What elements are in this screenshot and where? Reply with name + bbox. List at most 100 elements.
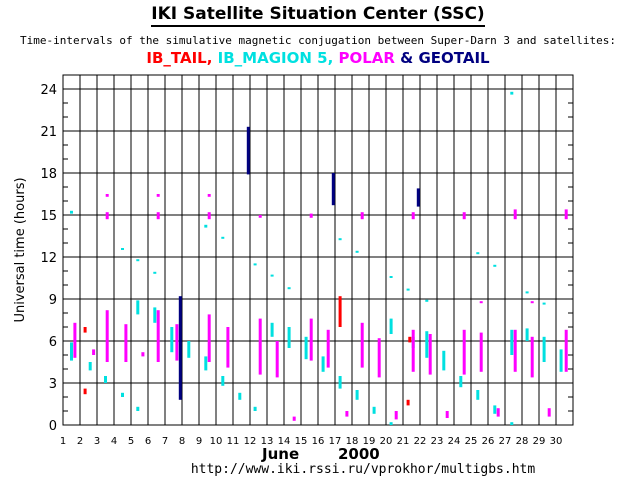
x-tick-label: 20 [380, 436, 393, 447]
x-tick-label: 1 [60, 436, 66, 447]
y-axis-label: Universal time (hours) [13, 177, 28, 322]
interval-polar [156, 212, 160, 220]
interval-ib-magion-5 [270, 274, 274, 277]
interval-polar [207, 212, 211, 220]
interval-ib-magion-5 [121, 248, 124, 250]
interval-ib-magion-5 [153, 271, 157, 274]
interval-ib-magion-5 [70, 342, 73, 361]
interval-ib-magion-5 [70, 210, 73, 214]
interval-ib-magion-5 [136, 406, 140, 411]
interval-ib-magion-5 [493, 264, 497, 267]
x-tick-label: 21 [397, 436, 410, 447]
interval-ib-magion-5 [542, 302, 546, 305]
y-tick-label: 0 [49, 419, 57, 434]
legend-ib-tail: IB_TAIL [146, 49, 207, 67]
interval-polar [73, 322, 77, 358]
x-tick-label: 17 [329, 436, 342, 447]
y-tick-label: 12 [40, 251, 57, 266]
interval-polar [496, 408, 500, 417]
interval-ib-magion-5 [442, 350, 446, 371]
chart-subtitle: Time-intervals of the simulative magneti… [19, 34, 617, 47]
x-tick-label: 19 [363, 436, 376, 447]
legend-polar: POLAR [338, 49, 395, 67]
x-tick-label: 9 [196, 436, 202, 447]
interval-polar [360, 212, 364, 220]
interval-ib-tail [406, 399, 410, 406]
interval-ib-magion-5 [338, 376, 342, 389]
interval-ib-magion-5 [270, 322, 274, 337]
interval-ib-magion-5 [170, 327, 174, 353]
interval-ib-magion-5 [238, 392, 242, 400]
interval-polar [156, 310, 160, 362]
interval-polar [226, 327, 230, 368]
x-tick-label: 30 [550, 436, 563, 447]
interval-ib-tail [408, 336, 412, 343]
interval-polar [92, 349, 96, 355]
interval-ib-magion-5 [88, 362, 92, 371]
interval-ib-magion-5 [121, 392, 124, 397]
x-tick-label: 2 [77, 436, 83, 447]
interval-ib-magion-5 [559, 349, 563, 372]
source-url: http://www.iki.rssi.ru/vprokhor/multigbs… [190, 462, 536, 477]
interval-ib-magion-5 [221, 376, 225, 386]
x-tick-label: 18 [346, 436, 359, 447]
interval-geotail [178, 296, 182, 400]
interval-ib-magion-5 [476, 390, 480, 400]
interval-ib-tail [338, 296, 342, 327]
interval-ib-magion-5 [510, 329, 514, 355]
interval-ib-magion-5 [510, 91, 514, 95]
x-tick-label: 5 [128, 436, 134, 447]
legend-separator: , [327, 49, 339, 67]
interval-polar [141, 352, 145, 357]
interval-polar [377, 338, 381, 378]
x-tick-label: 11 [227, 436, 240, 447]
x-tick-label: 25 [465, 436, 478, 447]
interval-polar [462, 212, 466, 220]
x-tick-label: 28 [516, 436, 529, 447]
interval-polar [411, 329, 415, 372]
interval-polar [513, 329, 517, 372]
interval-ib-magion-5 [221, 236, 225, 239]
legend-ib-magion5: IB_MAGION 5 [217, 49, 328, 67]
interval-polar [309, 318, 313, 361]
interval-polar [275, 341, 279, 378]
x-tick-label: 15 [295, 436, 308, 447]
interval-ib-magion-5 [510, 422, 514, 425]
legend-ampersand: & [394, 49, 419, 67]
interval-polar [207, 314, 211, 362]
interval-polar [513, 209, 517, 220]
y-tick-label: 21 [40, 125, 57, 140]
legend-geotail: GEOTAIL [418, 49, 490, 67]
interval-polar [411, 212, 415, 220]
x-tick-label: 14 [278, 436, 291, 447]
interval-ib-magion-5 [136, 300, 140, 315]
interval-ib-tail [83, 388, 87, 395]
interval-polar [462, 329, 466, 375]
interval-ib-magion-5 [542, 336, 546, 362]
y-tick-label: 6 [49, 335, 57, 350]
interval-polar [156, 194, 160, 197]
interval-ib-magion-5 [476, 252, 480, 255]
interval-ib-magion-5 [425, 299, 429, 302]
legend: IB_TAIL, IB_MAGION 5, POLAR & GEOTAIL [0, 49, 636, 67]
interval-geotail [331, 173, 335, 206]
interval-polar [445, 411, 449, 418]
interval-polar [105, 194, 109, 197]
interval-ib-magion-5 [287, 287, 291, 290]
x-tick-label: 3 [94, 436, 100, 447]
x-tick-label: 6 [145, 436, 151, 447]
interval-polar [105, 212, 109, 220]
interval-geotail [246, 126, 250, 175]
interval-polar [258, 318, 262, 375]
y-tick-label: 3 [49, 377, 57, 392]
interval-ib-magion-5 [338, 238, 342, 241]
interval-polar [428, 334, 432, 375]
interval-ib-magion-5 [525, 291, 529, 294]
month-label: June [262, 445, 300, 463]
interval-polar [479, 332, 483, 372]
interval-ib-magion-5 [372, 406, 376, 414]
x-tick-label: 29 [533, 436, 546, 447]
x-tick-label: 23 [431, 436, 444, 447]
interval-ib-magion-5 [406, 288, 410, 291]
